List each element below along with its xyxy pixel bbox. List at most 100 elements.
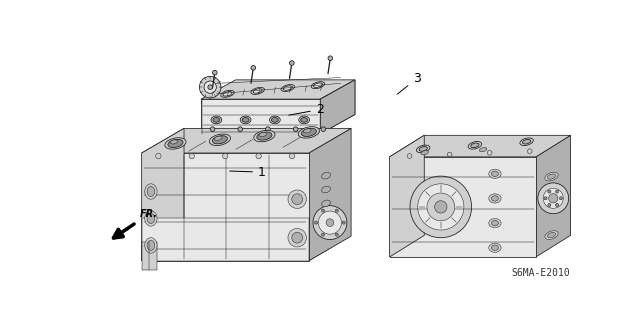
Ellipse shape <box>322 172 330 179</box>
Circle shape <box>292 194 303 204</box>
Ellipse shape <box>303 129 311 133</box>
Ellipse shape <box>301 118 308 122</box>
Text: S6MA-E2010: S6MA-E2010 <box>512 268 570 278</box>
Circle shape <box>313 206 347 240</box>
Ellipse shape <box>240 116 251 124</box>
Ellipse shape <box>271 118 278 122</box>
Ellipse shape <box>301 128 316 137</box>
Ellipse shape <box>145 238 157 253</box>
Ellipse shape <box>417 145 430 153</box>
Circle shape <box>435 201 447 213</box>
Circle shape <box>335 233 339 236</box>
Circle shape <box>293 127 298 131</box>
Ellipse shape <box>145 184 157 199</box>
Circle shape <box>548 194 558 203</box>
Circle shape <box>223 153 228 159</box>
Circle shape <box>321 209 324 212</box>
Polygon shape <box>201 80 355 99</box>
Ellipse shape <box>165 138 186 149</box>
Ellipse shape <box>257 132 272 140</box>
Ellipse shape <box>213 118 220 122</box>
Polygon shape <box>141 241 157 270</box>
Circle shape <box>266 127 270 131</box>
Polygon shape <box>141 128 351 153</box>
Circle shape <box>208 85 212 90</box>
Ellipse shape <box>322 186 330 193</box>
Circle shape <box>407 154 412 158</box>
Ellipse shape <box>145 211 157 226</box>
Ellipse shape <box>242 118 249 122</box>
Circle shape <box>288 228 307 247</box>
Circle shape <box>288 190 307 208</box>
Ellipse shape <box>545 172 558 181</box>
Ellipse shape <box>492 245 499 250</box>
Ellipse shape <box>489 219 501 228</box>
Text: 3: 3 <box>397 72 420 94</box>
Circle shape <box>256 153 261 159</box>
Polygon shape <box>141 249 330 261</box>
Circle shape <box>447 152 452 157</box>
Ellipse shape <box>147 213 155 224</box>
Polygon shape <box>141 219 308 261</box>
Ellipse shape <box>221 90 234 97</box>
Ellipse shape <box>547 233 556 238</box>
Ellipse shape <box>168 139 183 148</box>
Ellipse shape <box>545 202 558 210</box>
Circle shape <box>559 197 563 200</box>
Circle shape <box>410 176 472 238</box>
Polygon shape <box>536 135 570 257</box>
Polygon shape <box>141 153 308 261</box>
Ellipse shape <box>547 203 556 208</box>
Circle shape <box>318 211 342 234</box>
Ellipse shape <box>223 92 232 96</box>
Ellipse shape <box>147 187 155 197</box>
Ellipse shape <box>284 86 292 90</box>
Circle shape <box>204 81 216 93</box>
Text: 1: 1 <box>230 166 266 179</box>
Circle shape <box>544 197 547 200</box>
Polygon shape <box>141 128 184 261</box>
Ellipse shape <box>251 87 264 94</box>
Ellipse shape <box>314 83 323 87</box>
Ellipse shape <box>492 196 499 201</box>
Ellipse shape <box>479 147 487 152</box>
Ellipse shape <box>298 127 319 138</box>
Ellipse shape <box>259 132 267 137</box>
Circle shape <box>289 61 294 65</box>
Ellipse shape <box>170 140 178 144</box>
Ellipse shape <box>489 243 501 252</box>
Circle shape <box>321 127 326 131</box>
Ellipse shape <box>419 147 428 151</box>
Ellipse shape <box>269 116 280 124</box>
Ellipse shape <box>421 151 428 155</box>
Ellipse shape <box>253 89 262 93</box>
Ellipse shape <box>489 194 501 203</box>
Polygon shape <box>390 135 570 157</box>
Circle shape <box>321 233 324 236</box>
Ellipse shape <box>492 220 499 226</box>
Polygon shape <box>308 128 351 261</box>
Ellipse shape <box>281 85 294 92</box>
Circle shape <box>210 127 215 131</box>
Circle shape <box>538 183 568 214</box>
Text: FR.: FR. <box>140 209 157 219</box>
Circle shape <box>342 221 346 224</box>
Ellipse shape <box>468 142 482 149</box>
Ellipse shape <box>520 138 533 145</box>
Ellipse shape <box>471 143 479 148</box>
Ellipse shape <box>492 171 499 176</box>
Circle shape <box>314 221 317 224</box>
Ellipse shape <box>311 82 324 89</box>
Ellipse shape <box>545 231 558 240</box>
Circle shape <box>556 190 559 193</box>
Polygon shape <box>320 80 355 134</box>
Circle shape <box>189 153 195 159</box>
Circle shape <box>548 190 551 193</box>
Ellipse shape <box>254 130 275 142</box>
Circle shape <box>427 193 454 221</box>
Circle shape <box>200 76 221 98</box>
Circle shape <box>548 204 551 206</box>
Text: 2: 2 <box>289 103 324 116</box>
Polygon shape <box>390 135 424 257</box>
Ellipse shape <box>299 116 310 124</box>
